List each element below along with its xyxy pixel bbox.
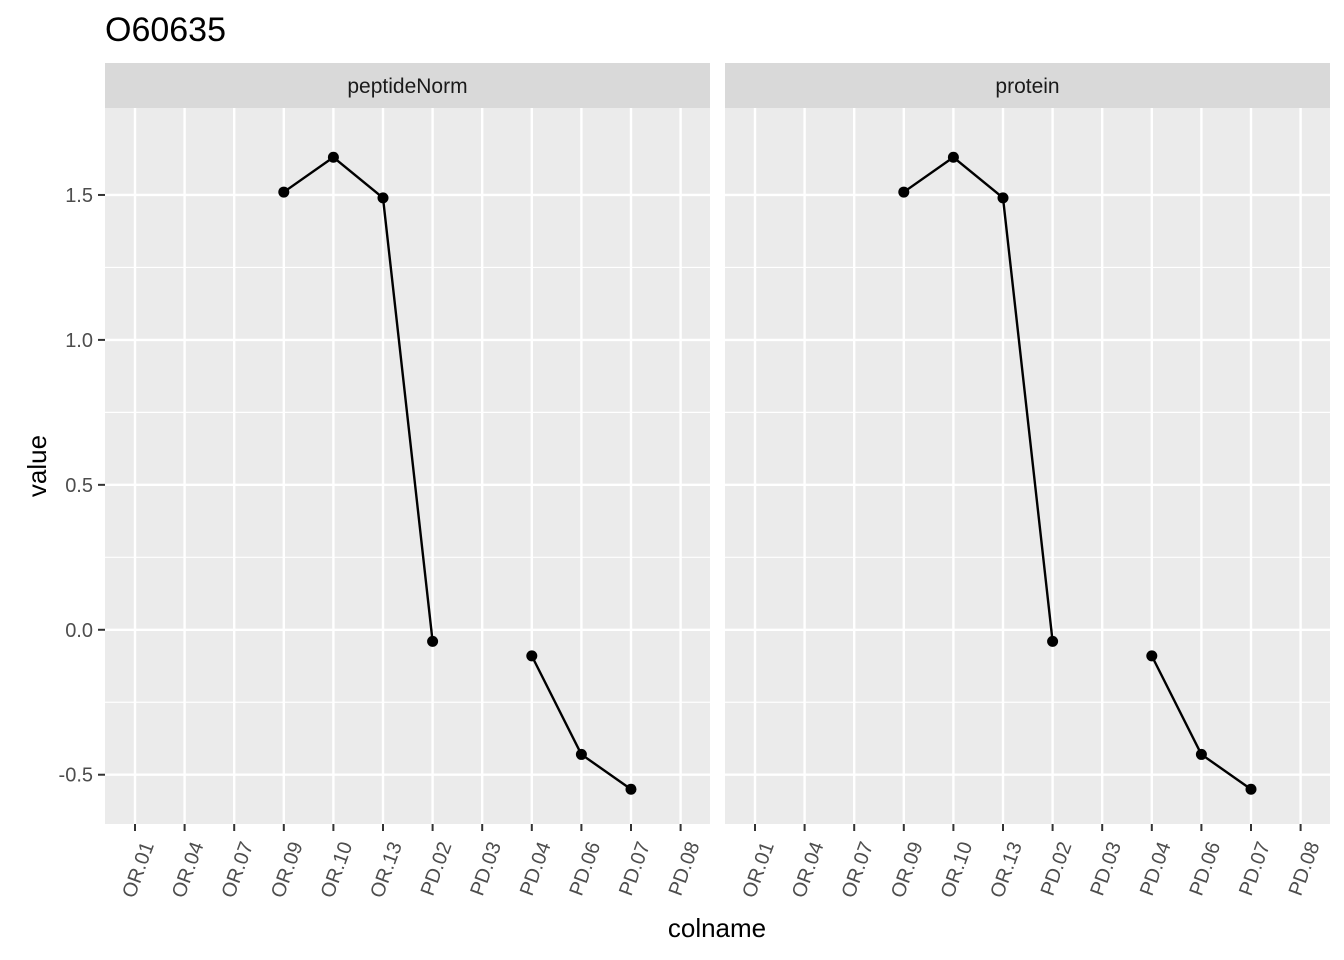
x-tick-label: OR.09 xyxy=(887,839,927,901)
data-point xyxy=(427,635,439,647)
data-point xyxy=(1245,783,1257,795)
x-tick-label: OR.04 xyxy=(788,839,828,901)
x-tick-label: PD.08 xyxy=(665,839,705,899)
facet-strip xyxy=(725,63,1330,108)
data-point xyxy=(575,748,587,760)
data-point xyxy=(1195,748,1207,760)
x-tick-label: PD.06 xyxy=(566,839,606,899)
data-point xyxy=(1047,635,1059,647)
x-tick-label: OR.10 xyxy=(937,839,977,901)
series-line-segment xyxy=(902,156,955,194)
x-tick-label: PD.08 xyxy=(1285,839,1325,899)
y-tick-label: 1.5 xyxy=(65,185,93,207)
data-point xyxy=(997,192,1009,204)
facet-panel: protein OR.01 OR.04 OR.07 OR.09 OR.10 OR.13 PD.… xyxy=(725,63,1330,901)
x-tick-label: PD.04 xyxy=(1136,839,1176,899)
x-tick-label: OR.09 xyxy=(267,839,307,901)
data-point xyxy=(898,186,910,198)
x-tick-label: OR.07 xyxy=(838,839,878,901)
series-line-segment xyxy=(1001,196,1054,643)
data-point xyxy=(947,151,959,163)
y-tick-label: 0.5 xyxy=(65,475,93,497)
data-point xyxy=(1146,650,1158,662)
chart-title: O60635 xyxy=(105,11,226,49)
x-tick-label: PD.06 xyxy=(1186,839,1226,899)
x-tick-label: PD.04 xyxy=(516,839,556,899)
x-tick-label: OR.10 xyxy=(317,839,357,901)
series-line-segment xyxy=(332,156,385,200)
panel-background xyxy=(725,108,1330,824)
series-line-segment xyxy=(282,156,335,194)
x-tick-label: OR.01 xyxy=(738,839,778,901)
series-line-segment xyxy=(1150,654,1203,756)
x-tick-label: OR.07 xyxy=(218,839,258,901)
series-line-segment xyxy=(530,654,583,756)
x-tick-label: OR.13 xyxy=(986,839,1026,901)
y-axis-title: value xyxy=(22,435,52,497)
x-tick-label: PD.03 xyxy=(1086,839,1126,899)
x-tick-label: OR.01 xyxy=(118,839,158,901)
facet-strip-label: protein xyxy=(995,75,1059,98)
x-tick-label: PD.07 xyxy=(1235,839,1275,899)
series-line-segment xyxy=(952,156,1005,200)
y-tick-label: -0.5 xyxy=(59,765,93,787)
facet-strip-label: peptideNorm xyxy=(347,75,467,98)
x-tick-label: PD.03 xyxy=(466,839,506,899)
facet-strip xyxy=(105,63,710,108)
data-point xyxy=(377,192,389,204)
series-line-segment xyxy=(580,753,633,791)
x-tick-label: OR.04 xyxy=(168,839,208,901)
data-point xyxy=(278,186,290,198)
data-point xyxy=(327,151,339,163)
series-line-segment xyxy=(381,196,434,643)
x-tick-label: PD.07 xyxy=(615,839,655,899)
y-tick-label: 1.0 xyxy=(65,330,93,352)
panel-background xyxy=(105,108,710,824)
series-line-segment xyxy=(1200,753,1253,791)
y-tick-label: 0.0 xyxy=(65,620,93,642)
x-tick-label: PD.02 xyxy=(417,839,457,899)
x-axis-title: colname xyxy=(668,913,766,943)
x-tick-label: OR.13 xyxy=(366,839,406,901)
x-tick-label: PD.02 xyxy=(1037,839,1077,899)
data-point xyxy=(526,650,538,662)
facet-panel: peptideNorm OR.01 OR.04 OR.07 OR.09 OR.10 OR.1… xyxy=(105,63,710,901)
data-point xyxy=(625,783,637,795)
